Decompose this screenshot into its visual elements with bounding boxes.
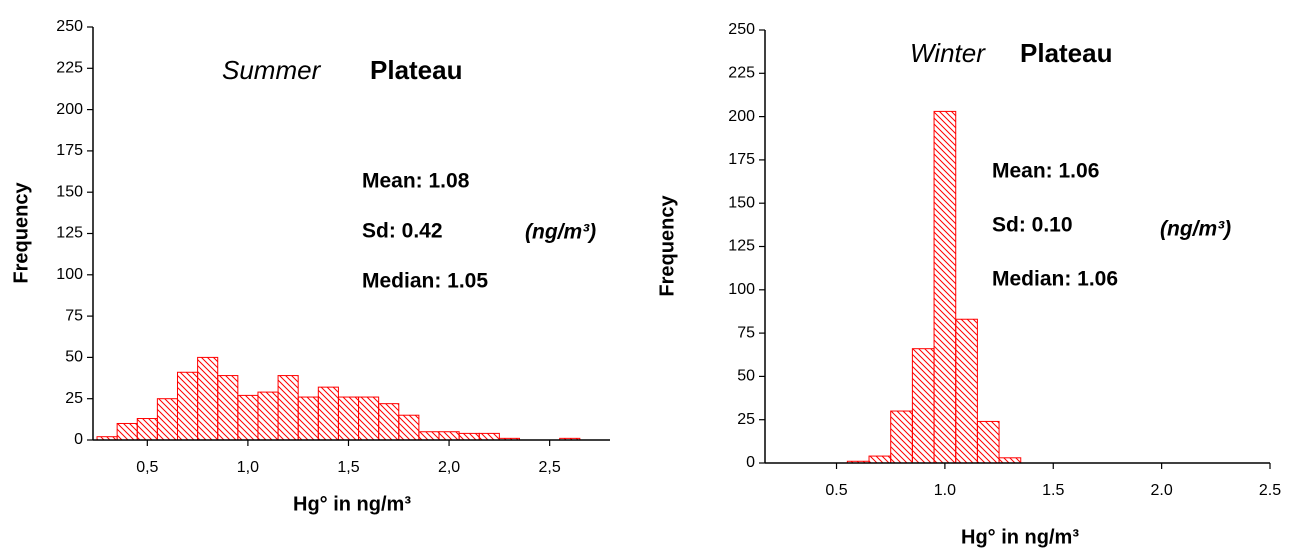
bar [277, 375, 299, 441]
bar [998, 457, 1022, 464]
bar [317, 386, 339, 441]
bar [116, 422, 138, 441]
chart-title-italic: Summer [222, 55, 322, 85]
chart-title-italic: Winter [910, 38, 986, 68]
bar [337, 396, 360, 441]
bar [297, 396, 319, 441]
x-axis-label: Hg° in ng/m³ [961, 526, 1079, 548]
x-tick-label: 1,0 [237, 459, 259, 476]
stat-annotation: Sd: 0.10 [992, 214, 1073, 237]
stat-annotation: Median: 1.05 [362, 270, 488, 293]
bar [458, 432, 480, 441]
bar [868, 455, 892, 464]
y-tick-label: 150 [56, 183, 83, 200]
y-tick-label: 25 [737, 411, 755, 428]
bar [955, 318, 978, 464]
bar [136, 418, 158, 441]
y-tick-label: 150 [728, 194, 755, 211]
y-axis-label: Frequency [10, 182, 32, 284]
y-tick-label: 175 [728, 151, 755, 168]
y-tick-label: 125 [728, 238, 755, 255]
x-tick-label: 0,5 [136, 459, 158, 476]
y-tick-label: 250 [56, 18, 83, 35]
x-tick-label: 0.5 [825, 482, 847, 499]
x-tick-label: 1.0 [934, 482, 956, 499]
y-tick-label: 0 [74, 431, 83, 448]
chart-title-bold: Plateau [1020, 38, 1113, 68]
bar [890, 410, 913, 464]
chart-title-bold: Plateau [370, 55, 463, 85]
x-axis-label: Hg° in ng/m³ [293, 493, 411, 515]
bar [237, 394, 259, 441]
stat-annotation: Mean: 1.08 [362, 170, 470, 193]
stat-annotation: Median: 1.06 [992, 268, 1118, 291]
y-axis-label: Frequency [656, 195, 678, 297]
bar [478, 432, 500, 441]
y-tick-label: 125 [56, 225, 83, 242]
bar [358, 396, 380, 441]
bar [257, 391, 279, 441]
y-tick-label: 25 [65, 390, 83, 407]
y-tick-label: 75 [737, 324, 755, 341]
x-tick-label: 2,5 [539, 459, 561, 476]
unit-annotation: (ng/m³) [1160, 218, 1231, 241]
y-tick-label: 0 [746, 454, 755, 471]
bar [911, 348, 935, 464]
y-tick-label: 200 [728, 108, 755, 125]
bar [156, 398, 178, 441]
bar [976, 420, 1000, 464]
unit-annotation: (ng/m³) [525, 221, 596, 244]
bar [197, 356, 219, 441]
y-tick-label: 225 [728, 65, 755, 82]
x-tick-label: 2,0 [438, 459, 460, 476]
stat-annotation: Mean: 1.06 [992, 160, 1099, 183]
bar [398, 414, 420, 441]
y-tick-label: 100 [56, 266, 83, 283]
x-tick-label: 2.5 [1259, 482, 1281, 499]
bar [933, 110, 957, 464]
bar [418, 431, 440, 441]
y-tick-label: 225 [56, 60, 83, 77]
y-tick-label: 75 [65, 307, 83, 324]
y-tick-label: 175 [56, 142, 83, 159]
y-tick-label: 100 [728, 281, 755, 298]
bar [217, 375, 239, 441]
y-tick-label: 250 [728, 21, 755, 38]
x-tick-label: 2.0 [1151, 482, 1173, 499]
y-tick-label: 200 [56, 101, 83, 118]
stat-annotation: Sd: 0.42 [362, 220, 443, 243]
bar [176, 371, 199, 441]
bar [378, 403, 400, 441]
bar [438, 431, 460, 441]
y-tick-label: 50 [737, 368, 755, 385]
y-tick-label: 50 [65, 349, 83, 366]
x-tick-label: 1.5 [1042, 482, 1064, 499]
x-tick-label: 1,5 [337, 459, 359, 476]
